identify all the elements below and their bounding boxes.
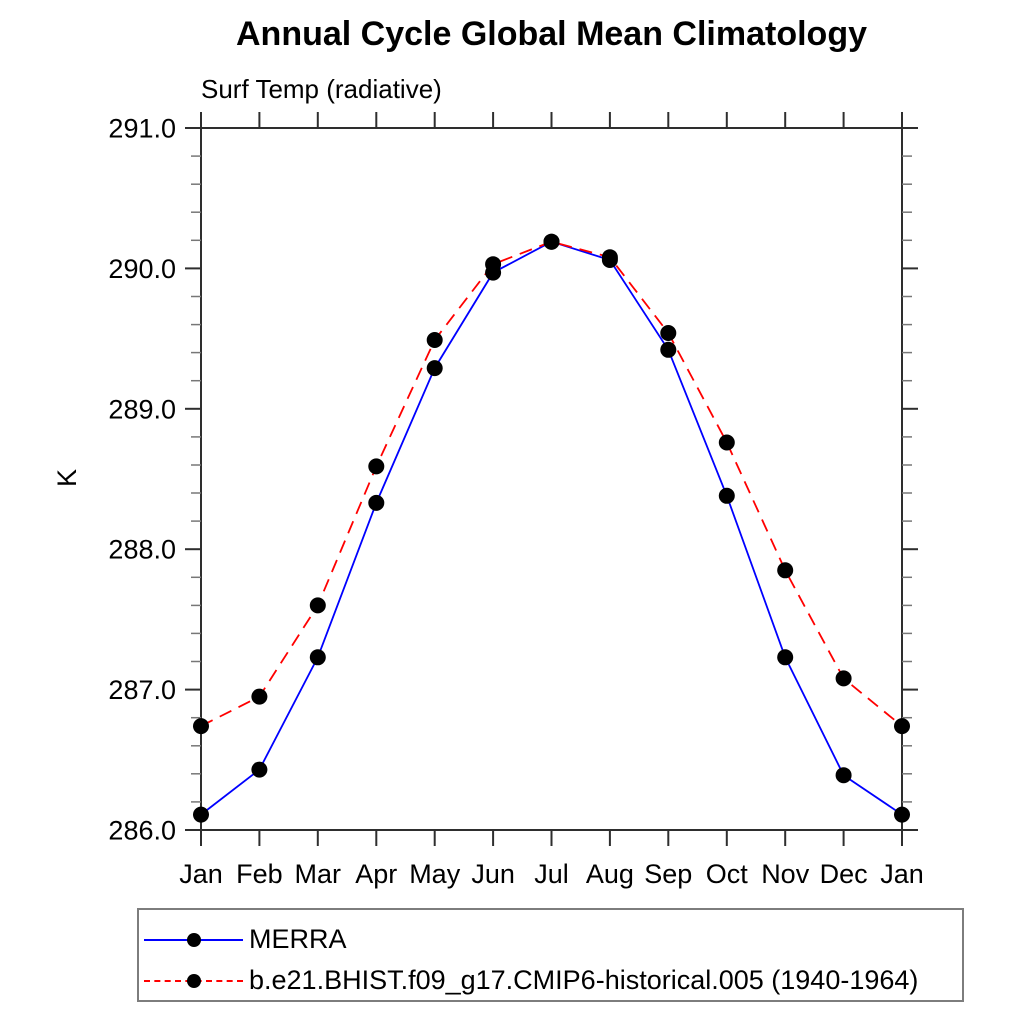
series-1-marker xyxy=(543,233,560,250)
legend-label-model: b.e21.BHIST.f09_g17.CMIP6-historical.005… xyxy=(249,965,919,995)
series-1-marker xyxy=(485,256,502,273)
x-tick-label: Sep xyxy=(644,859,692,889)
series-0-marker xyxy=(309,649,326,666)
series-1-marker xyxy=(835,670,852,687)
series-0-marker xyxy=(894,806,910,823)
y-tick-label: 288.0 xyxy=(108,535,176,565)
series-1-marker xyxy=(193,718,209,735)
plot-frame xyxy=(200,127,903,831)
series-1-marker xyxy=(426,332,443,348)
series-1-marker xyxy=(309,597,326,614)
series-0-marker xyxy=(660,341,677,358)
circle-marker-icon xyxy=(187,932,201,947)
series-0-marker xyxy=(835,767,852,784)
y-tick-label: 287.0 xyxy=(108,675,176,705)
x-tick-label: Oct xyxy=(706,859,749,889)
series-1-marker xyxy=(601,249,618,266)
y-tick-label: 286.0 xyxy=(108,816,176,846)
series-0-marker xyxy=(368,494,385,511)
x-tick-label: Jan xyxy=(179,859,223,889)
x-tick-label: Jan xyxy=(880,859,924,889)
x-tick-label: Mar xyxy=(295,859,342,889)
x-tick-label: May xyxy=(409,859,461,889)
x-tick-label: Dec xyxy=(820,859,868,889)
circle-marker-icon xyxy=(187,973,201,988)
legend-label-merra: MERRA xyxy=(249,924,347,954)
series-0-marker xyxy=(777,649,794,666)
series-1-marker xyxy=(894,718,910,735)
chart-title: Annual Cycle Global Mean Climatology xyxy=(236,15,867,53)
series-0-marker xyxy=(193,806,209,823)
x-tick-label: Feb xyxy=(236,859,283,889)
x-tick-label: Aug xyxy=(586,859,634,889)
series-1-marker xyxy=(660,325,677,341)
y-tick-label: 289.0 xyxy=(108,394,176,424)
series-1-marker xyxy=(251,688,268,705)
legend-sample-model xyxy=(144,973,243,989)
series-line-1 xyxy=(200,240,903,727)
series-line-0 xyxy=(200,240,903,816)
legend-sample-merra xyxy=(144,932,243,948)
series-1-marker xyxy=(718,434,735,451)
y-tick-label: 291.0 xyxy=(108,114,176,144)
x-tick-label: Nov xyxy=(761,859,810,889)
legend-item-model: b.e21.BHIST.f09_g17.CMIP6-historical.005… xyxy=(144,960,962,1001)
legend: MERRA b.e21.BHIST.f09_g17.CMIP6-historic… xyxy=(137,908,964,1002)
series-1-marker xyxy=(777,562,794,579)
x-tick-label: Apr xyxy=(355,859,397,889)
y-tick-label: 290.0 xyxy=(108,254,176,284)
legend-item-merra: MERRA xyxy=(144,919,962,960)
x-tick-label: Jul xyxy=(534,859,569,889)
series-1-marker xyxy=(368,458,385,475)
series-0-marker xyxy=(426,360,443,377)
chart-subtitle: Surf Temp (radiative) xyxy=(201,74,442,104)
series-0-marker xyxy=(718,487,735,504)
x-tick-label: Jun xyxy=(471,859,515,889)
series-0-marker xyxy=(251,761,268,778)
